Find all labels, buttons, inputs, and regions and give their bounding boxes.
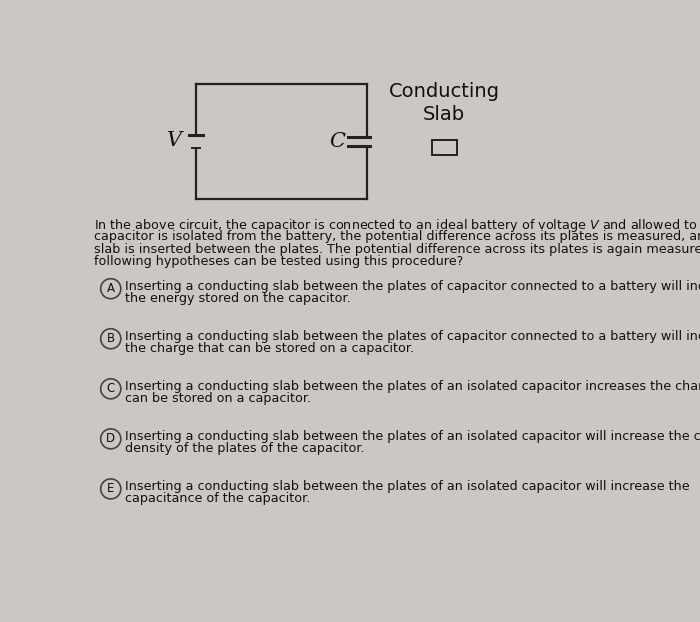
Text: the energy stored on the capacitor.: the energy stored on the capacitor.: [125, 292, 351, 305]
Text: Inserting a conducting slab between the plates of an isolated capacitor increase: Inserting a conducting slab between the …: [125, 380, 700, 393]
Circle shape: [101, 329, 121, 349]
Text: following hypotheses can be tested using this procedure?: following hypotheses can be tested using…: [94, 255, 463, 268]
Text: Inserting a conducting slab between the plates of an isolated capacitor will inc: Inserting a conducting slab between the …: [125, 480, 690, 493]
Text: density of the plates of the capacitor.: density of the plates of the capacitor.: [125, 442, 365, 455]
Text: Inserting a conducting slab between the plates of capacitor connected to a batte: Inserting a conducting slab between the …: [125, 330, 700, 343]
Text: V: V: [167, 131, 182, 149]
Text: C: C: [329, 132, 345, 151]
Text: the charge that can be stored on a capacitor.: the charge that can be stored on a capac…: [125, 342, 414, 355]
Text: C: C: [106, 383, 115, 396]
Text: B: B: [106, 332, 115, 345]
Text: In the above circuit, the capacitor is connected to an ideal battery of voltage : In the above circuit, the capacitor is c…: [94, 217, 700, 234]
Circle shape: [101, 479, 121, 499]
Text: can be stored on a capacitor.: can be stored on a capacitor.: [125, 392, 312, 405]
Text: capacitance of the capacitor.: capacitance of the capacitor.: [125, 492, 311, 505]
Circle shape: [101, 429, 121, 449]
Text: Inserting a conducting slab between the plates of capacitor connected to a batte: Inserting a conducting slab between the …: [125, 281, 700, 293]
Text: Conducting
Slab: Conducting Slab: [389, 82, 500, 124]
Text: slab is inserted between the plates. The potential difference across its plates : slab is inserted between the plates. The…: [94, 243, 700, 256]
Text: capacitor is isolated from the battery, the potential difference across its plat: capacitor is isolated from the battery, …: [94, 230, 700, 243]
Text: Inserting a conducting slab between the plates of an isolated capacitor will inc: Inserting a conducting slab between the …: [125, 430, 700, 443]
Bar: [433, 140, 457, 156]
Text: E: E: [107, 483, 114, 495]
Text: D: D: [106, 432, 116, 445]
Text: A: A: [106, 282, 115, 295]
Circle shape: [101, 379, 121, 399]
Circle shape: [101, 279, 121, 299]
